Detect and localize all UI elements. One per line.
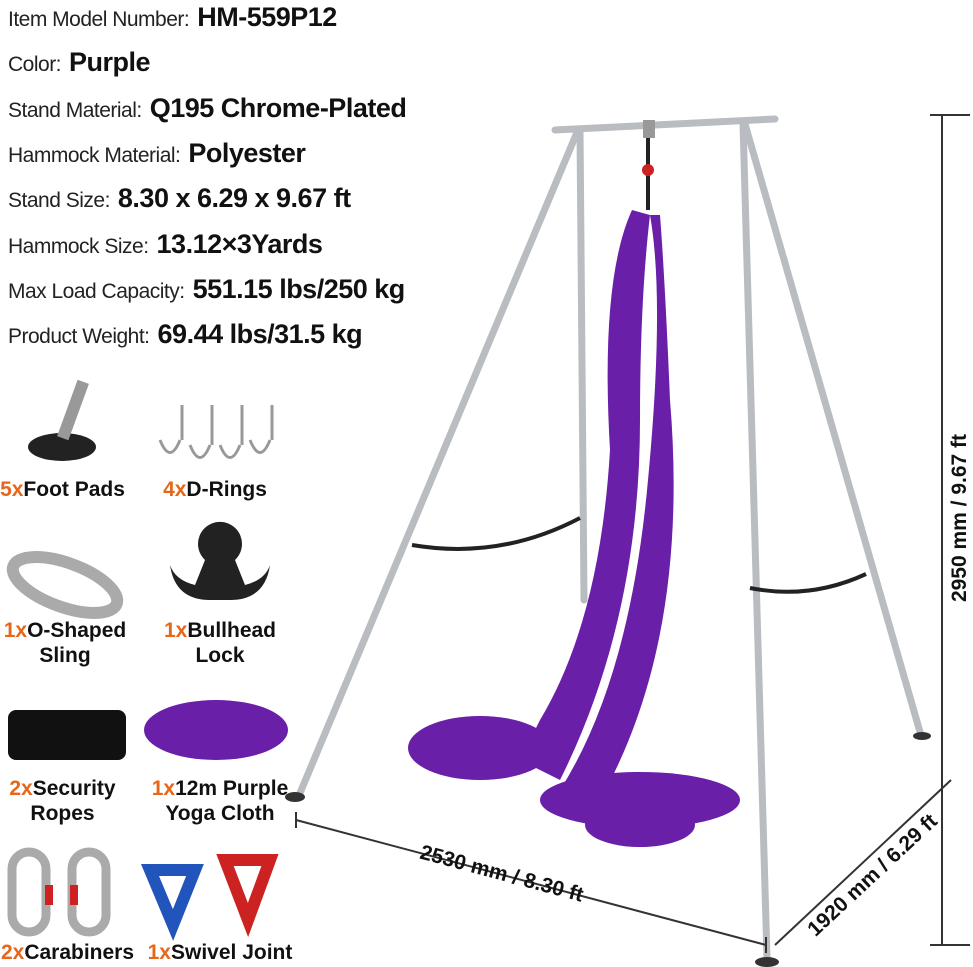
spec-row: Hammock Material: Polyester	[8, 137, 306, 169]
accessory-qty: 5x	[0, 478, 24, 501]
spec-value: HM-559P12	[197, 2, 337, 32]
spec-row: Item Model Number: HM-559P12	[8, 2, 337, 33]
spec-label: Hammock Size:	[8, 234, 149, 258]
width-label: 2530 mm / 8.30 ft	[418, 841, 586, 907]
height-label: 2950 mm / 9.67 ft	[948, 434, 971, 602]
accessory-name: D-Rings	[186, 478, 267, 501]
spec-value: 13.12×3Yards	[156, 228, 323, 259]
spec-row: Hammock Size: 13.12×3Yards	[8, 228, 323, 260]
accessory-qty: 1x	[3, 619, 28, 642]
accessory-qty: 1x	[151, 777, 176, 800]
spec-label: Product Weight:	[8, 325, 150, 349]
accessory-label: 2xSecurity Ropes	[0, 776, 125, 826]
accessory-name: 12m Purple Yoga Cloth	[165, 777, 289, 825]
spec-value: 8.30 x 6.29 x 9.67 ft	[117, 183, 351, 214]
accessory-name: Swivel Joint	[170, 941, 293, 964]
accessory-label: 1xSwivel Joint	[145, 940, 295, 965]
spec-label: Max Load Capacity:	[8, 279, 185, 303]
accessory-qty: 2x	[9, 777, 33, 800]
accessory-qty: 1x	[147, 941, 171, 964]
accessory-qty: 1x	[163, 619, 188, 642]
spec-row: Max Load Capacity: 551.15 lbs/250 kg	[8, 274, 405, 305]
accessory-qty: 2x	[0, 941, 25, 964]
spec-row: Color: Purple	[8, 47, 151, 78]
accessory-label: 1xBullhead Lock	[150, 618, 290, 668]
accessory-label: 4xD-Rings	[150, 477, 280, 502]
accessory-label: 1xO-Shaped Sling	[0, 618, 130, 668]
accessory-label: 1x12m Purple Yoga Cloth	[150, 776, 290, 826]
spec-label: Stand Material:	[8, 98, 142, 122]
accessory-name: Bullhead Lock	[187, 619, 277, 667]
accessory-name: Foot Pads	[23, 478, 125, 501]
spec-label: Stand Size:	[8, 189, 110, 213]
accessory-name: Carabiners	[24, 941, 135, 964]
spec-value: Purple	[69, 47, 151, 78]
accessory-label: 5xFoot Pads	[0, 477, 125, 502]
spec-row: Stand Size: 8.30 x 6.29 x 9.67 ft	[8, 183, 351, 214]
spec-row: Stand Material: Q195 Chrome-Plated	[8, 92, 407, 124]
spec-label: Item Model Number:	[8, 8, 190, 31]
spec-label: Color:	[8, 53, 62, 77]
spec-value: 551.15 lbs/250 kg	[192, 273, 406, 304]
accessory-qty: 4x	[163, 478, 187, 501]
spec-value: Q195 Chrome-Plated	[149, 92, 407, 123]
spec-value: 69.44 lbs/31.5 kg	[157, 319, 363, 350]
depth-label: 1920 mm / 6.29 ft	[803, 810, 942, 941]
accessory-label: 2xCarabiners	[0, 940, 135, 965]
spec-row: Product Weight: 69.44 lbs/31.5 kg	[8, 319, 363, 350]
accessory-name: O-Shaped Sling	[27, 619, 127, 667]
spec-label: Hammock Material:	[8, 143, 181, 167]
spec-value: Polyester	[188, 137, 306, 168]
accessory-name: Security Ropes	[30, 777, 116, 825]
